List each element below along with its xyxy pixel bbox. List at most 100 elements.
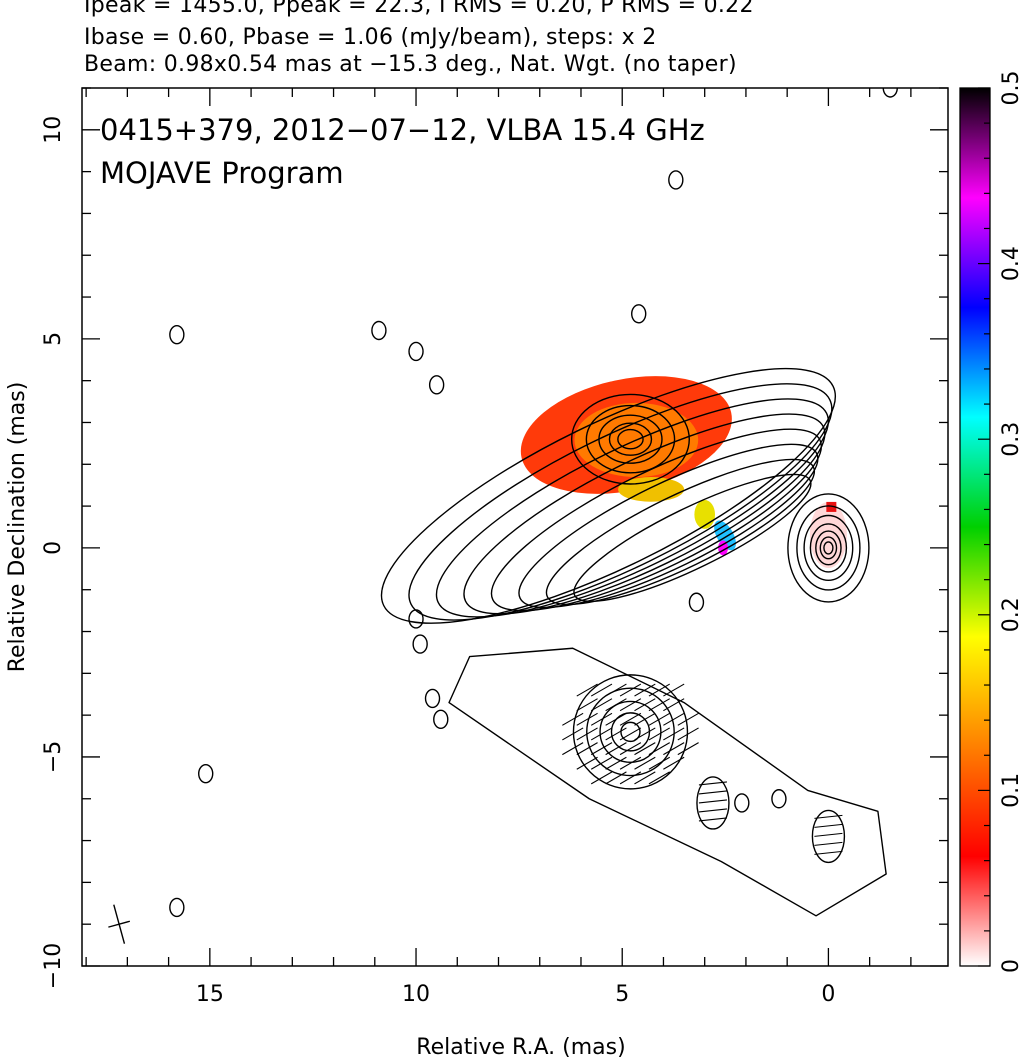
intensity-contour (518, 443, 819, 609)
intensity-contour (819, 536, 838, 560)
evpa-vector (677, 712, 699, 726)
evpa-vector (605, 712, 627, 726)
evpa-vector (590, 771, 613, 785)
evpa-vector (619, 756, 642, 770)
evpa-vector (663, 756, 685, 770)
y-axis-label: Relative Declination (mas) (5, 382, 30, 673)
noise-contour (668, 170, 684, 190)
evpa-vector (634, 742, 656, 756)
x-tick-label: 5 (615, 982, 629, 1007)
evpa-vector (634, 712, 656, 726)
evpa-vector (605, 756, 627, 770)
evpa-vector (590, 742, 613, 756)
polarized-intensity-contour (448, 647, 887, 917)
evpa-vector (590, 756, 613, 770)
evpa-vector (576, 756, 598, 770)
y-tick-label: 10 (41, 116, 66, 144)
evpa-vector (619, 771, 642, 785)
chart-subtitle: MOJAVE Program (100, 156, 344, 190)
noise-contour (424, 688, 441, 709)
x-tick-label: 0 (821, 982, 835, 1007)
beam-minor-axis (108, 920, 131, 928)
evpa-vector (576, 698, 598, 712)
evpa-vector (619, 727, 642, 741)
evpa-vector (605, 771, 627, 785)
evpa-vector (576, 742, 598, 756)
plot-frame (81, 87, 949, 967)
axis-ticks: 15 10 5 0 10 5 0 −5 −10 (41, 87, 948, 1007)
evpa-vector (648, 771, 671, 785)
intensity-contour (608, 422, 653, 456)
intensity-contour (815, 530, 842, 566)
evpa-vector (634, 771, 656, 785)
evpa-vector (590, 712, 613, 726)
noise-contour (408, 341, 424, 362)
colorbar-tick-label: 0.1 (999, 773, 1021, 808)
header-line-2: Ibase = 0.60, Pbase = 1.06 (mJy/beam), s… (84, 25, 657, 50)
noise-contour (882, 88, 898, 98)
evpa-vector (562, 712, 584, 726)
x-tick-label: 10 (402, 982, 430, 1007)
evpa-vector (562, 742, 584, 756)
y-tick-label: 0 (41, 541, 66, 555)
evpa-vector (698, 817, 728, 822)
evpa-vector (648, 683, 671, 697)
noise-contour (428, 375, 445, 395)
evpa-vector (634, 698, 656, 712)
x-axis-label: Relative R.A. (mas) (416, 1035, 625, 1060)
noise-contour (688, 592, 705, 612)
contour-layer (108, 88, 898, 944)
noise-contour (371, 320, 387, 341)
evpa-vector (663, 727, 685, 741)
noise-contour (631, 304, 647, 324)
polarization-region (714, 520, 736, 551)
evpa-vector (619, 698, 642, 712)
noise-contour (734, 793, 750, 813)
evpa-vector (663, 742, 685, 756)
evpa-vector (648, 698, 671, 712)
polarized-intensity-contour (696, 776, 730, 830)
colorbar-tick-label: 0.5 (999, 71, 1021, 106)
evpa-vector (814, 841, 843, 846)
evpa-vector (814, 850, 843, 855)
colorbar-tick-label: 0 (999, 959, 1021, 973)
intensity-contour (617, 428, 644, 450)
evpa-vector (648, 712, 671, 726)
intensity-contour (570, 393, 690, 485)
polarized-intensity-contour (811, 809, 846, 864)
evpa-vector (698, 808, 728, 813)
evpa-vector (648, 727, 671, 741)
evpa-vector (648, 742, 671, 756)
evpa-vector (576, 727, 598, 741)
evpa-vector (590, 683, 613, 697)
plot-border (81, 87, 949, 967)
y-tick-label: −10 (41, 943, 66, 989)
evpa-vector (605, 727, 627, 741)
evpa-vector (619, 712, 642, 726)
evpa-vector (663, 698, 685, 712)
y-tick-label: 5 (41, 332, 66, 346)
evpa-vector (576, 683, 598, 697)
y-tick-label: −5 (41, 741, 66, 773)
polarized-intensity-contour (599, 700, 662, 763)
evpa-vector (698, 781, 728, 786)
evpa-vector (605, 742, 627, 756)
noise-contour (412, 634, 428, 654)
evpa-vector (634, 756, 656, 770)
polarized-intensity-contour (586, 687, 675, 777)
evpa-vector (619, 742, 642, 756)
evpa-vector (562, 727, 584, 741)
evpa-vector (663, 683, 685, 697)
evpa-vector (576, 712, 598, 726)
intensity-contour (598, 414, 663, 464)
chart-title: 0415+379, 2012−07−12, VLBA 15.4 GHz (100, 113, 705, 147)
evpa-vector (605, 683, 627, 697)
intensity-contour (803, 514, 854, 582)
x-tick-label: 15 (196, 982, 224, 1007)
header-line-1: Ipeak = 1455.0, Ppeak = 22.3, I RMS = 0.… (84, 0, 754, 18)
noise-contour (169, 897, 185, 918)
intensity-contour (380, 367, 837, 624)
intensity-contour (796, 505, 861, 591)
evpa-vector (698, 799, 728, 804)
